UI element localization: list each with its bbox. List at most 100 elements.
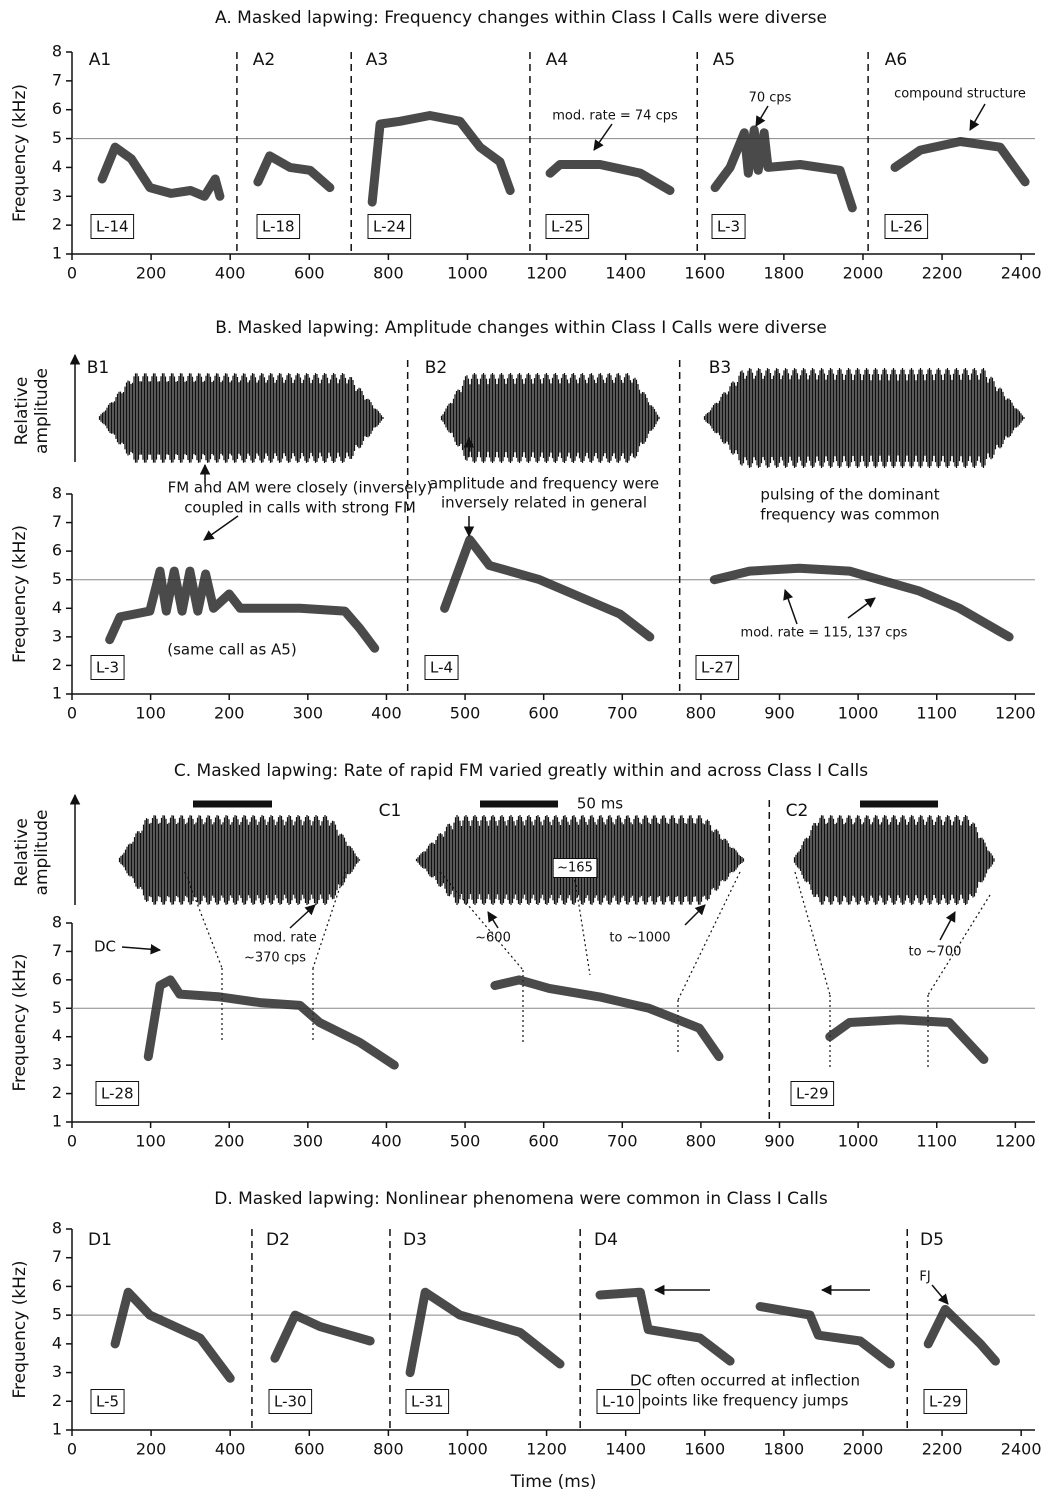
annotation: pulsing of the dominant [760,486,939,504]
x-tick-label: 900 [764,1132,795,1151]
call-label: L-3 [96,659,119,677]
call-label: L-26 [890,218,923,236]
y-tick-label: 4 [52,598,62,617]
call-box [256,214,301,239]
annotation: to ~1000 [609,931,670,946]
x-tick-label: 600 [294,264,325,283]
x-tick-label: 1600 [684,264,725,283]
y-tick-label: 8 [52,913,62,932]
panel-label: D1 [88,1230,112,1250]
x-tick-label: 400 [371,1132,402,1151]
spectrogram-trace [709,563,1014,642]
annotation: inversely related in general [441,494,647,512]
waveform [793,815,995,905]
call-box [95,1081,140,1106]
guide-line [312,871,346,969]
panel-label: A2 [253,50,275,70]
x-tick-label: 500 [450,704,481,723]
x-tick-label: 1600 [684,1440,725,1459]
call-box [90,1389,125,1414]
x-tick-label: 0 [67,1132,77,1151]
arrow [847,597,876,619]
amplitude-label: amplitude [32,368,52,454]
annotation: DC often occurred at inflection [630,1372,860,1390]
arrow [203,515,239,541]
call-box [884,214,929,239]
call-box [596,1389,641,1414]
y-tick-label: 8 [52,1219,62,1238]
arrow [969,103,986,131]
annotation: 70 cps [749,91,792,106]
arrow [783,589,798,625]
x-tick-label: 700 [607,1132,638,1151]
x-tick-label: 1200 [526,1440,567,1459]
panel-label: A6 [885,50,907,70]
call-box [545,214,590,239]
annotation: mod. rate = 74 cps [552,109,678,124]
y-tick-label: 3 [52,1362,62,1381]
x-tick-label: 2000 [843,264,884,283]
spectrogram-trace [440,535,655,642]
annotation: ~370 cps [244,951,306,966]
y-tick-label: 2 [52,1391,62,1410]
arrow [289,904,316,929]
annotation: 50 ms [577,795,623,813]
x-tick-label: 1000 [447,1440,488,1459]
call-box [424,655,459,680]
x-tick-label: 900 [764,704,795,723]
call-box [923,1389,968,1414]
y-tick-label: 5 [52,128,62,147]
y-tick-label: 8 [52,484,62,503]
x-tick-label: 0 [67,1440,77,1459]
y-tick-label: 8 [52,42,62,61]
call-label: L-27 [701,659,734,677]
chart-title: D. Masked lapwing: Nonlinear phenomena w… [214,1189,828,1209]
waveform [98,373,384,463]
annotation: to ~700 [909,945,962,960]
call-box [711,214,746,239]
y-tick-label: 3 [52,626,62,645]
y-tick-label: 5 [52,998,62,1017]
call-label: L-3 [717,218,740,236]
waveform [440,373,660,463]
call-label: L-28 [101,1085,134,1103]
call-label: L-24 [373,218,406,236]
call-label: L-4 [430,659,453,677]
annotation: mod. rate [253,931,317,946]
spectrogram-trace [545,160,675,195]
x-tick-label: 0 [67,704,77,723]
annotation: mod. rate = 115, 137 cps [741,626,908,641]
waveform [118,815,361,905]
x-tick-label: 700 [607,704,638,723]
panel-label: C1 [379,801,402,821]
y-tick-label: 7 [52,70,62,89]
call-label: L-30 [274,1393,307,1411]
y-axis-label: Frequency (kHz) [10,84,30,222]
guide-line [184,871,223,969]
y-tick-label: 2 [52,215,62,234]
guide-line [677,871,741,1001]
panel-label: C2 [786,801,809,821]
annotation: DC [94,938,116,956]
x-tick-label: 1800 [764,1440,805,1459]
annotation: compound structure [894,87,1026,102]
call-box [268,1389,313,1414]
y-tick-label: 4 [52,1333,62,1352]
panel-label: A4 [546,50,568,70]
spectrogram-trace [825,1015,989,1064]
call-label: L-31 [411,1393,444,1411]
y-tick-label: 5 [52,569,62,588]
x-tick-label: 200 [214,1132,245,1151]
guide-line [574,879,591,976]
x-tick-label: 800 [373,1440,404,1459]
x-axis-label: Time (ms) [510,1472,597,1492]
guide-line [439,871,524,971]
call-label: L-10 [602,1393,635,1411]
call-box [90,655,125,680]
y-axis-label: Frequency (kHz) [10,953,30,1091]
y-tick-label: 6 [52,99,62,118]
y-tick-label: 7 [52,1247,62,1266]
spectrogram-trace [490,975,724,1062]
panel-label: D3 [403,1230,427,1250]
x-tick-label: 800 [686,704,717,723]
